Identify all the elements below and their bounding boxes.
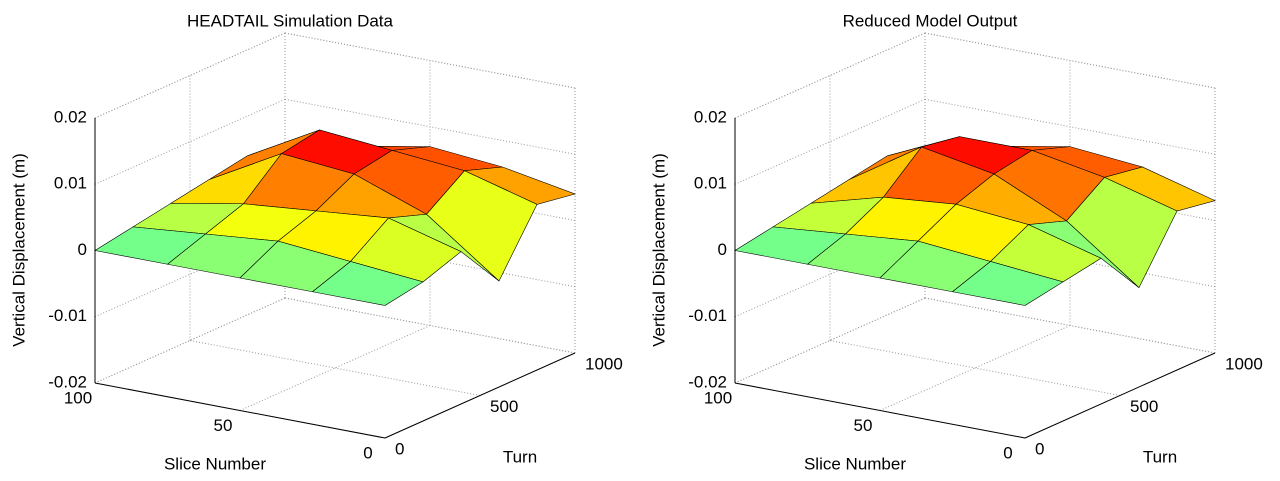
z-tick-label: 0 xyxy=(78,240,87,259)
y-tick-label: 500 xyxy=(1130,397,1158,416)
x-tick-label: 100 xyxy=(64,388,92,407)
grid-line xyxy=(829,340,1121,396)
z-axis-label: Vertical Displacement (m) xyxy=(9,153,28,347)
z-tick-label: -0.01 xyxy=(688,306,727,325)
y-axis-label: Turn xyxy=(1143,447,1177,466)
axis-line xyxy=(384,352,576,439)
z-tick-label: -0.02 xyxy=(48,372,87,391)
x-tick-label: 0 xyxy=(363,443,372,462)
chart-title: Reduced Model Output xyxy=(843,11,1018,30)
grid-line xyxy=(189,340,481,396)
z-tick-label: -0.02 xyxy=(688,372,727,391)
z-tick-label: -0.01 xyxy=(48,306,87,325)
z-tick-label: 0.01 xyxy=(694,174,727,193)
surface-cell xyxy=(311,261,424,306)
x-axis-label: Slice Number xyxy=(164,454,266,473)
z-tick-label: 0.01 xyxy=(54,174,87,193)
y-tick-label: 500 xyxy=(490,397,518,416)
axis-line xyxy=(734,382,1026,439)
axis-line xyxy=(1024,352,1216,439)
chart-title: HEADTAIL Simulation Data xyxy=(187,11,394,30)
y-tick-label: 0 xyxy=(1035,439,1044,458)
axis-line xyxy=(94,382,386,439)
y-tick-label: 1000 xyxy=(1225,354,1263,373)
x-axis-label: Slice Number xyxy=(804,454,906,473)
x-tick-label: 50 xyxy=(854,416,873,435)
z-tick-label: 0.02 xyxy=(54,107,87,126)
y-axis-label: Turn xyxy=(503,447,537,466)
z-tick-label: 0.02 xyxy=(694,107,727,126)
grid-line xyxy=(924,297,1216,354)
surface-cell xyxy=(951,261,1064,306)
y-tick-label: 0 xyxy=(395,439,404,458)
z-tick-label: 0 xyxy=(718,240,727,259)
y-tick-label: 1000 xyxy=(585,354,623,373)
x-tick-label: 100 xyxy=(704,388,732,407)
x-tick-label: 50 xyxy=(214,416,233,435)
z-axis-label: Vertical Displacement (m) xyxy=(649,153,668,347)
grid-line xyxy=(284,297,576,354)
x-tick-label: 0 xyxy=(1003,443,1012,462)
